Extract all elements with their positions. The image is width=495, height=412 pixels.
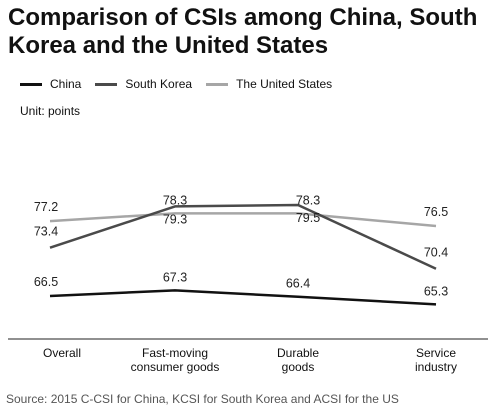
series-line-south-korea — [49, 203, 437, 270]
data-label-south-korea-overall: 73.4 — [34, 225, 58, 239]
legend-swatch-south-korea — [95, 82, 118, 86]
data-label-the-united-states-fast-moving-consumer-goods: 78.3 — [163, 193, 187, 207]
legend-label-united-states: The United States — [236, 77, 333, 91]
data-label-the-united-states-service-industry: 76.5 — [424, 205, 448, 219]
data-label-china-service-industry: 65.3 — [424, 284, 448, 298]
series-line-the-united-states — [49, 212, 437, 228]
legend: China South Korea The United States — [20, 76, 346, 92]
data-label-china-overall: 66.5 — [34, 275, 58, 289]
legend-swatch-united-states — [206, 82, 229, 86]
legend-item-united-states: The United States — [206, 77, 332, 91]
legend-label-china: China — [50, 77, 82, 91]
data-label-the-united-states-overall: 77.2 — [34, 200, 58, 214]
x-tick-label-service-industry: Service industry — [415, 346, 457, 374]
data-label-south-korea-durable-goods: 79.5 — [296, 211, 320, 225]
source-note: Source: 2015 C-CSI for China, KCSI for S… — [6, 392, 399, 406]
x-tick-label-fast-moving-consumer-goods: Fast-moving consumer goods — [131, 346, 220, 374]
legend-swatch-china — [20, 82, 42, 86]
data-label-china-durable-goods: 66.4 — [286, 277, 310, 291]
legend-label-south-korea: South Korea — [125, 77, 193, 91]
data-label-the-united-states-durable-goods: 78.3 — [296, 193, 320, 207]
legend-item-china: China — [20, 77, 81, 91]
series-line-china — [49, 289, 437, 306]
data-label-south-korea-service-industry: 70.4 — [424, 246, 448, 260]
data-label-china-fast-moving-consumer-goods: 67.3 — [163, 270, 187, 284]
data-label-south-korea-fast-moving-consumer-goods: 79.3 — [163, 212, 187, 226]
x-tick-label-durable-goods: Durable goods — [277, 346, 319, 374]
legend-item-south-korea: South Korea — [95, 77, 192, 91]
x-tick-label-overall: Overall — [43, 346, 81, 360]
chart-title: Comparison of CSIs among China, South Ko… — [8, 4, 478, 59]
unit-label: Unit: points — [20, 104, 81, 118]
